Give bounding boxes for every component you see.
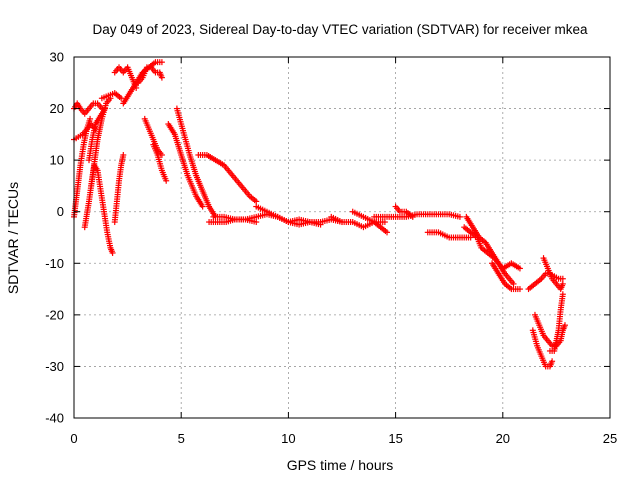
series-arc4	[81, 95, 114, 231]
series-arc3	[71, 115, 94, 220]
data-point	[516, 265, 523, 272]
y-tick-label: 10	[50, 153, 64, 168]
data-point	[409, 213, 416, 220]
data-point	[467, 234, 474, 241]
data-point	[118, 95, 125, 102]
axis-ticks: 0 5 10 15 20 25 -40 -30 -20 -10 0 10 20 30	[45, 50, 617, 447]
data-point	[317, 221, 324, 228]
data-point	[158, 59, 165, 66]
series-arc16	[195, 151, 260, 205]
data-point	[199, 203, 206, 210]
series-arc27	[489, 260, 523, 293]
x-axis-label: GPS time / hours	[287, 457, 394, 473]
x-tick-label: 15	[388, 431, 402, 446]
series-arc21	[349, 208, 391, 236]
series-arc22	[371, 211, 463, 220]
series-arc31	[529, 327, 556, 370]
data-point	[549, 358, 556, 365]
data-point	[516, 286, 523, 293]
x-tick-label: 20	[496, 431, 510, 446]
y-tick-label: -10	[45, 256, 64, 271]
series-arc12	[141, 115, 165, 158]
series-arc5	[88, 162, 116, 256]
data-point	[559, 291, 566, 298]
y-tick-label: 20	[50, 101, 64, 116]
plot-frame	[73, 56, 611, 419]
data-point	[561, 322, 568, 329]
series-arc28	[525, 270, 566, 293]
y-tick-label: 0	[57, 204, 64, 219]
series-arc6	[86, 105, 109, 164]
series-arc18	[206, 216, 260, 226]
x-tick-label: 25	[603, 431, 617, 446]
series-arc13	[150, 141, 170, 184]
y-tick-label: -20	[45, 307, 64, 322]
series-arc29	[540, 255, 566, 293]
series-arc9	[111, 64, 140, 91]
data-point	[559, 280, 566, 287]
series-arc11	[135, 64, 165, 86]
y-tick-label: 30	[50, 50, 64, 65]
data-point	[253, 219, 260, 226]
series-arc19	[253, 203, 324, 228]
y-tick-label: -40	[45, 411, 64, 426]
x-tick-label: 0	[70, 431, 77, 446]
data-point	[120, 151, 127, 158]
data-point	[381, 219, 388, 226]
series-arc8	[98, 90, 125, 102]
grid	[74, 57, 610, 418]
series-arc14	[165, 121, 206, 210]
chart-title: Day 049 of 2023, Sidereal Day-to-day VTE…	[93, 22, 588, 37]
data-point	[384, 229, 391, 236]
series-arc24	[424, 229, 474, 241]
data-point	[253, 198, 260, 205]
series-arc26	[463, 213, 517, 287]
data-point	[109, 249, 116, 256]
series-arc15	[173, 105, 219, 220]
data-point	[163, 177, 170, 184]
data-point	[87, 115, 94, 122]
data-point	[559, 275, 566, 282]
series-arc30	[531, 311, 568, 349]
data-point	[158, 74, 165, 81]
data-point	[510, 280, 517, 287]
series-arc32	[546, 291, 566, 354]
data-points	[71, 59, 568, 370]
y-tick-label: -30	[45, 359, 64, 374]
series-arc7	[111, 151, 127, 226]
y-axis-label: SDTVAR / TECUs	[5, 182, 21, 294]
x-tick-label: 5	[178, 431, 185, 446]
x-tick-label: 10	[281, 431, 295, 446]
data-point	[102, 105, 109, 112]
series-arc23	[392, 203, 416, 220]
data-point	[456, 213, 463, 220]
